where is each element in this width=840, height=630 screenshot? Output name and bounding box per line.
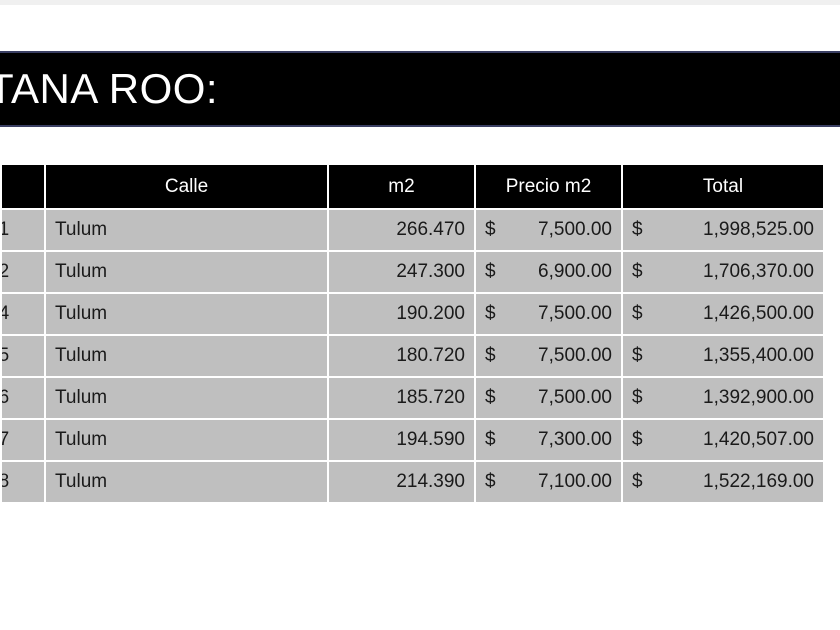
cell-total: $1,998,525.00 [623, 210, 823, 250]
currency-symbol: $ [632, 303, 643, 324]
cell-lote-value: 04 [2, 303, 10, 324]
cell-total-value: 1,426,500.00 [703, 303, 814, 324]
currency-symbol: $ [485, 261, 496, 282]
currency-symbol: $ [632, 261, 643, 282]
currency-symbol: $ [485, 387, 496, 408]
lots-price-table: e Calle m2 Precio m2 Total 01Tulum266.47… [0, 163, 825, 504]
table-header-row: e Calle m2 Precio m2 Total [2, 165, 823, 208]
cell-total: $1,392,900.00 [623, 378, 823, 418]
cell-precio-m2: $7,500.00 [476, 378, 621, 418]
cell-precio-m2: $6,900.00 [476, 252, 621, 292]
column-header-lote: e [2, 165, 44, 208]
cell-lote-value: 05 [2, 345, 10, 366]
cell-lote: 08 [2, 462, 44, 502]
currency-symbol: $ [485, 219, 496, 240]
cell-total: $1,355,400.00 [623, 336, 823, 376]
cell-total-value: 1,706,370.00 [703, 261, 814, 282]
cell-lote: 04 [2, 294, 44, 334]
cell-calle: Tulum [46, 336, 327, 376]
currency-symbol: $ [485, 471, 496, 492]
currency-symbol: $ [485, 345, 496, 366]
cell-precio-m2-value: 7,500.00 [538, 303, 612, 324]
cell-total-value: 1,420,507.00 [703, 429, 814, 450]
cell-lote-value: 08 [2, 471, 10, 492]
currency-symbol: $ [632, 345, 643, 366]
cell-precio-m2-value: 7,500.00 [538, 219, 612, 240]
cell-lote: 07 [2, 420, 44, 460]
cell-m2: 214.390 [329, 462, 474, 502]
cell-precio-m2: $7,100.00 [476, 462, 621, 502]
cell-precio-m2-value: 7,500.00 [538, 387, 612, 408]
cell-lote-value: 02 [2, 261, 10, 282]
cell-m2: 266.470 [329, 210, 474, 250]
column-header-calle: Calle [46, 165, 327, 208]
cell-calle: Tulum [46, 210, 327, 250]
page-title: TANA ROO: [0, 65, 219, 112]
currency-symbol: $ [632, 387, 643, 408]
cell-m2: 180.720 [329, 336, 474, 376]
currency-symbol: $ [632, 429, 643, 450]
cell-total: $1,522,169.00 [623, 462, 823, 502]
cell-total-value: 1,392,900.00 [703, 387, 814, 408]
cell-total-value: 1,998,525.00 [703, 219, 814, 240]
cell-precio-m2-value: 6,900.00 [538, 261, 612, 282]
currency-symbol: $ [632, 471, 643, 492]
cell-lote: 05 [2, 336, 44, 376]
cell-precio-m2-value: 7,500.00 [538, 345, 612, 366]
cell-precio-m2: $7,300.00 [476, 420, 621, 460]
cell-calle: Tulum [46, 462, 327, 502]
cell-total: $1,420,507.00 [623, 420, 823, 460]
column-header-total: Total [623, 165, 823, 208]
currency-symbol: $ [632, 219, 643, 240]
cell-calle: Tulum [46, 252, 327, 292]
cell-calle: Tulum [46, 378, 327, 418]
cell-total: $1,426,500.00 [623, 294, 823, 334]
top-edge-strip [0, 0, 840, 5]
table-row: 01Tulum266.470$7,500.00$1,998,525.00 [2, 210, 823, 250]
cell-lote: 06 [2, 378, 44, 418]
title-banner: TANA ROO: [0, 51, 840, 127]
cell-total-value: 1,355,400.00 [703, 345, 814, 366]
currency-symbol: $ [485, 429, 496, 450]
cell-precio-m2-value: 7,100.00 [538, 471, 612, 492]
cell-m2: 185.720 [329, 378, 474, 418]
column-header-precio-m2: Precio m2 [476, 165, 621, 208]
cell-m2: 247.300 [329, 252, 474, 292]
cell-calle: Tulum [46, 420, 327, 460]
cell-m2: 194.590 [329, 420, 474, 460]
cell-precio-m2-value: 7,300.00 [538, 429, 612, 450]
cell-lote: 01 [2, 210, 44, 250]
cell-m2: 190.200 [329, 294, 474, 334]
column-header-m2: m2 [329, 165, 474, 208]
cell-precio-m2: $7,500.00 [476, 336, 621, 376]
cell-lote-value: 01 [2, 219, 10, 240]
cell-precio-m2: $7,500.00 [476, 210, 621, 250]
cell-precio-m2: $7,500.00 [476, 294, 621, 334]
cell-total: $1,706,370.00 [623, 252, 823, 292]
cell-lote-value: 07 [2, 429, 10, 450]
cell-lote-value: 06 [2, 387, 10, 408]
cell-total-value: 1,522,169.00 [703, 471, 814, 492]
cell-lote: 02 [2, 252, 44, 292]
cell-calle: Tulum [46, 294, 327, 334]
currency-symbol: $ [485, 303, 496, 324]
